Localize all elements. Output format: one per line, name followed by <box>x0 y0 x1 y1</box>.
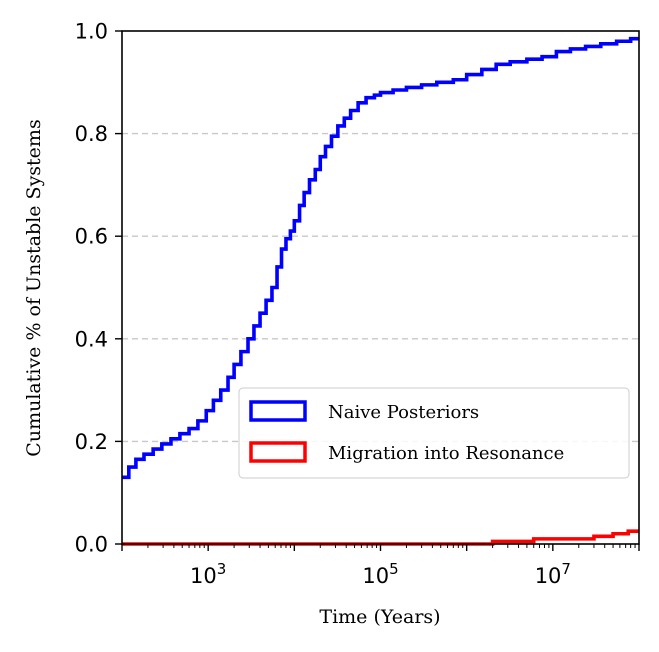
x-axis: 103 105 107 <box>121 544 640 588</box>
y-tick-label-3: 0.6 <box>75 225 108 249</box>
legend-swatch-migration-into-resonance <box>249 441 307 463</box>
y-tick-label-2: 0.4 <box>75 327 108 351</box>
legend-label-migration-into-resonance: Migration into Resonance <box>328 443 564 464</box>
x-tick-label-2: 107 <box>535 560 571 588</box>
series-line-1 <box>122 529 639 546</box>
legend-swatch-naive-posteriors <box>249 400 307 422</box>
x-tick-label-0: 103 <box>190 560 226 588</box>
legend: Naive Posteriors Migration into Resonanc… <box>238 387 630 479</box>
y-tick-label-5: 1.0 <box>75 20 108 44</box>
y-axis-title: Cumulative % of Unstable Systems <box>23 119 45 456</box>
x-tick-label-1: 105 <box>362 560 398 588</box>
legend-label-naive-posteriors: Naive Posteriors <box>328 402 479 423</box>
x-axis-title: Time (Years) <box>319 606 440 628</box>
y-tick-label-1: 0.2 <box>75 430 108 454</box>
y-axis: 0.0 0.2 0.4 0.6 0.8 1.0 <box>75 20 122 557</box>
series-line-0 <box>122 36 639 480</box>
legend-box <box>238 387 630 479</box>
y-tick-label-4: 0.8 <box>75 122 108 146</box>
y-tick-label-0: 0.0 <box>75 533 108 557</box>
